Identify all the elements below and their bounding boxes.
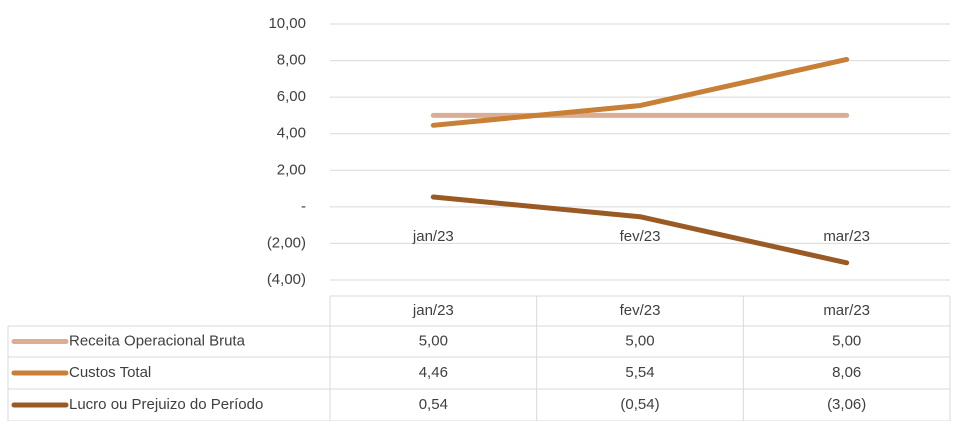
y-tick-label: 10,00 [268,15,306,32]
data-label: (0,54) [620,396,659,413]
data-label: 5,54 [625,364,654,381]
table-header: fev/23 [620,302,661,319]
y-tick-label: 8,00 [277,52,306,69]
x-tick-label: mar/23 [823,228,870,245]
legend-label: Lucro ou Prejuizo do Período [69,396,263,413]
y-tick-label: - [301,198,306,215]
y-tick-label: (4,00) [267,271,306,288]
y-tick-label: 6,00 [277,88,306,105]
data-label: (3,06) [827,396,866,413]
legend-label: Custos Total [69,364,151,381]
data-label: 5,00 [832,332,861,349]
data-label: 0,54 [419,396,448,413]
series-line [430,56,850,128]
data-label: 8,06 [832,364,861,381]
table-header: jan/23 [412,302,454,319]
data-label: 5,00 [625,332,654,349]
data-label: 4,46 [419,364,448,381]
x-tick-label: fev/23 [620,228,661,245]
series-line [430,194,850,266]
table-header: mar/23 [823,302,870,319]
y-tick-label: (2,00) [267,234,306,251]
y-tick-label: 4,00 [277,125,306,142]
data-label: 5,00 [419,332,448,349]
x-tick-label: jan/23 [412,228,454,245]
y-tick-label: 2,00 [277,161,306,178]
legend-label: Receita Operacional Bruta [69,332,246,349]
